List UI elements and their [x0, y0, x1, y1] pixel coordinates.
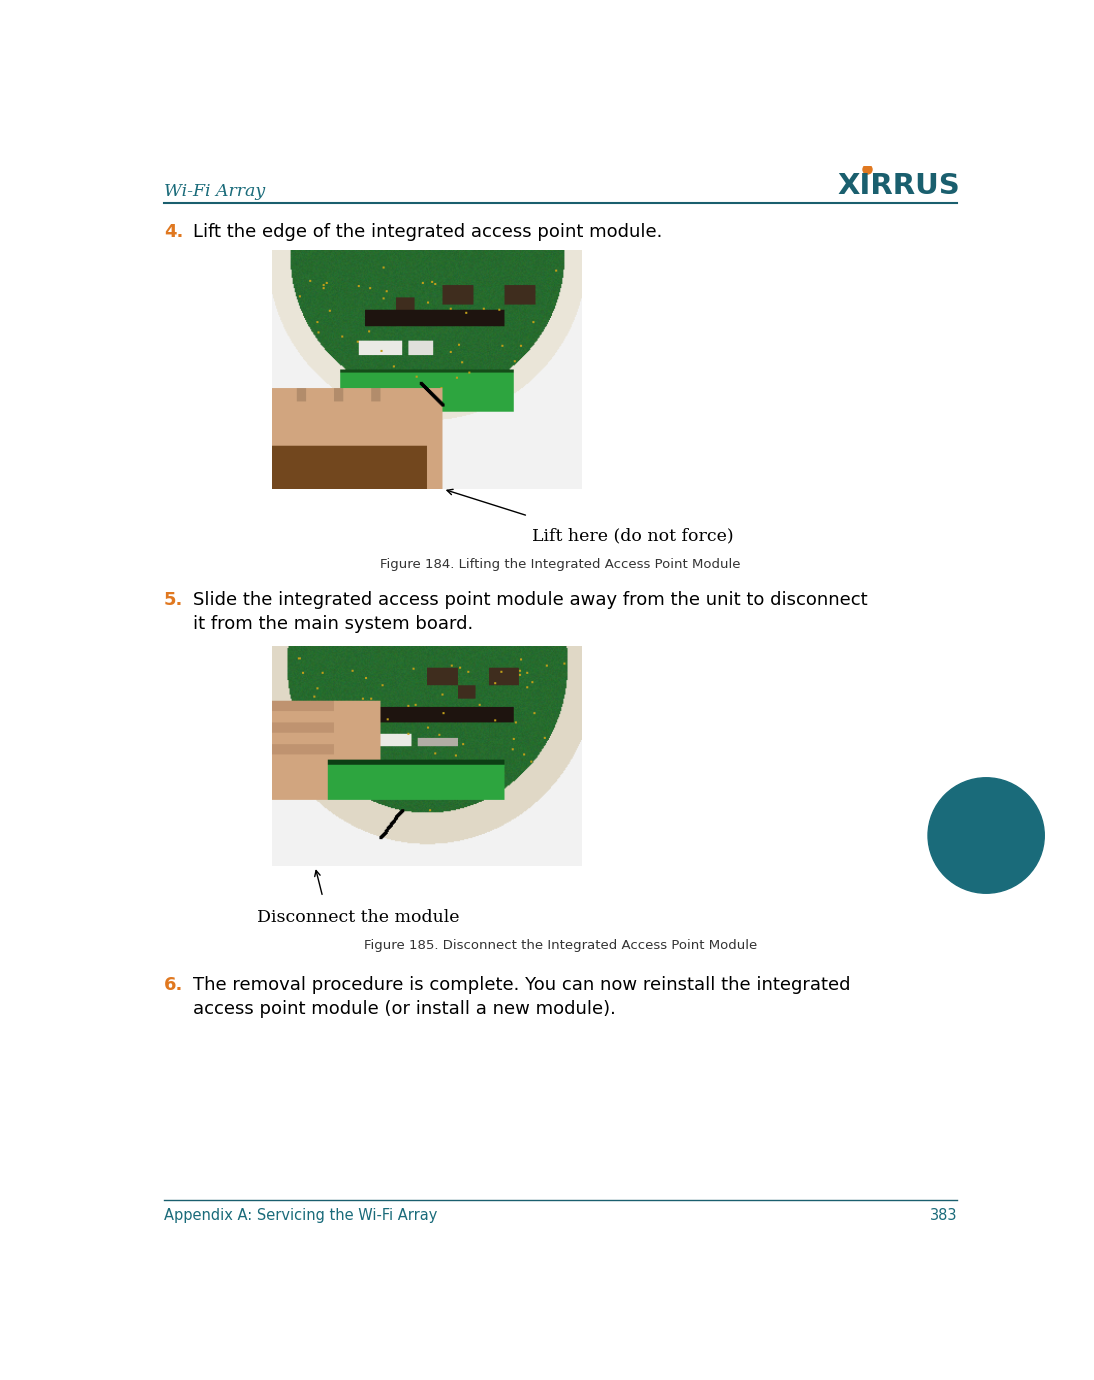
Text: it from the main system board.: it from the main system board.: [194, 615, 474, 633]
Text: Slide the integrated access point module away from the unit to disconnect: Slide the integrated access point module…: [194, 591, 868, 609]
Text: The removal procedure is complete. You can now reinstall the integrated: The removal procedure is complete. You c…: [194, 976, 851, 994]
Text: 6.: 6.: [164, 976, 184, 994]
Circle shape: [928, 778, 1045, 893]
Text: 4.: 4.: [164, 224, 184, 241]
Text: Figure 184. Lifting the Integrated Access Point Module: Figure 184. Lifting the Integrated Acces…: [381, 559, 741, 571]
Text: Lift the edge of the integrated access point module.: Lift the edge of the integrated access p…: [194, 224, 663, 241]
Text: Disconnect the module: Disconnect the module: [257, 908, 459, 926]
Text: 383: 383: [930, 1208, 957, 1223]
Text: Figure 185. Disconnect the Integrated Access Point Module: Figure 185. Disconnect the Integrated Ac…: [364, 940, 757, 952]
Text: Appendix A: Servicing the Wi-Fi Array: Appendix A: Servicing the Wi-Fi Array: [164, 1208, 438, 1223]
Text: Wi-Fi Array: Wi-Fi Array: [164, 182, 265, 200]
Text: Lift here (do not force): Lift here (do not force): [532, 527, 734, 545]
Text: access point module (or install a new module).: access point module (or install a new mo…: [194, 1000, 616, 1018]
Text: 5.: 5.: [164, 591, 184, 609]
Text: XIRRUS: XIRRUS: [837, 171, 959, 200]
